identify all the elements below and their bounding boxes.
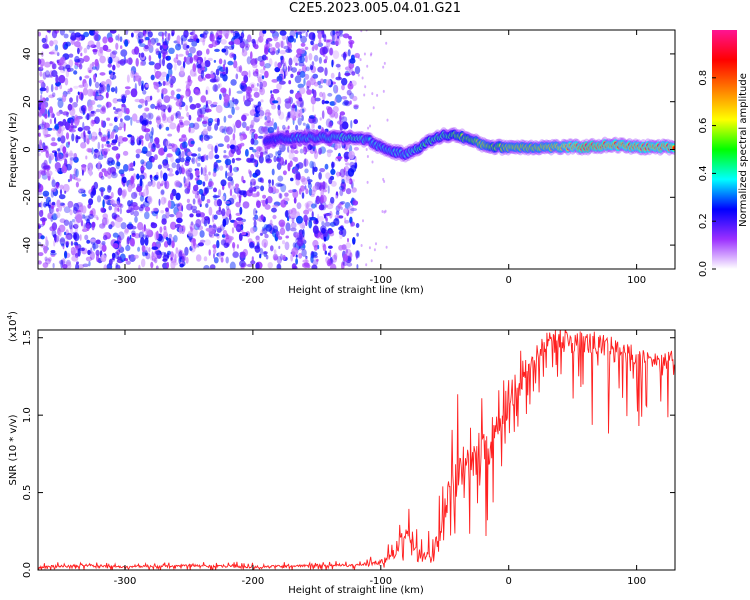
snr-x-tick-label: -200: [242, 576, 265, 587]
spectrogram-x-tick-label: 100: [627, 275, 646, 286]
spectrogram-x-tick-label: -100: [369, 275, 392, 286]
spectrogram-plot-area: [38, 30, 675, 269]
snr-line: [38, 330, 675, 570]
snr-x-tick-label: -300: [114, 576, 137, 587]
snr-y-multiplier: (x104): [6, 311, 19, 342]
spectrogram-y-label: Frequency (Hz): [8, 112, 19, 188]
snr-x-tick-label: 100: [627, 576, 646, 587]
snr-panel: -300 -200 -100 0 100 0.0 0.5 1.0 1.5 Height of …: [6, 311, 676, 596]
spectrogram-y-tick-label: 40: [22, 48, 33, 61]
spectrogram-x-tick-label: -200: [242, 275, 265, 286]
snr-x-tick-label: 0: [506, 576, 512, 587]
colorbar-label: Normalized spectral amplitude: [738, 73, 749, 227]
spectrogram-y-tick-label: -20: [22, 189, 33, 205]
colorbar-ticks: 0.0 0.2 0.4 0.6 0.8: [698, 70, 716, 277]
snr-plot-area: [38, 330, 675, 570]
snr-y-label: SNR (10 * v/v): [8, 414, 19, 485]
colorbar-tick-label: 0.8: [698, 70, 709, 86]
spectrogram-x-label: Height of straight line (km): [288, 285, 424, 296]
spectrogram-x-axis: -300 -200 -100 0 100: [114, 30, 646, 286]
colorbar: 0.0 0.2 0.4 0.6 0.8 Normalized spectral ampl…: [698, 30, 749, 277]
spectrogram-noise: [38, 30, 389, 269]
spectrogram-panel: -300 -200 -100 0 100 40 20 0 -20 -40 Height of s…: [8, 29, 676, 296]
colorbar-tick-label: 0.4: [698, 165, 709, 181]
page-title: C2E5.2023.005.04.01.G21: [288, 1, 462, 16]
spectrogram-y-tick-label: 0: [22, 146, 33, 152]
snr-y-axis: 0.0 0.5 1.0 1.5: [22, 330, 675, 578]
snr-y-tick-label: 1.5: [22, 330, 33, 346]
snr-frame: [37, 329, 676, 571]
colorbar-tick-label: 0.0: [698, 261, 709, 277]
snr-x-tick-label: -100: [369, 576, 392, 587]
snr-x-axis: -300 -200 -100 0 100: [114, 330, 646, 587]
snr-y-tick-label: 0.5: [22, 485, 33, 501]
spectrogram-y-tick-label: 20: [22, 95, 33, 108]
colorbar-tick-label: 0.6: [698, 118, 709, 134]
colorbar-scale: [712, 30, 737, 269]
colorbar-tick-label: 0.2: [698, 213, 709, 229]
spectrogram-x-tick-label: 0: [506, 275, 512, 286]
snr-y-tick-label: 1.0: [22, 407, 33, 423]
spectrogram-y-tick-label: -40: [22, 237, 33, 253]
snr-x-label: Height of straight line (km): [288, 585, 424, 596]
spectrogram-x-tick-label: -300: [114, 275, 137, 286]
spectrogram-ridge: [261, 127, 675, 163]
snr-y-tick-label: 0.0: [22, 562, 33, 578]
spectrogram-y-axis: 40 20 0 -20 -40: [22, 48, 675, 253]
